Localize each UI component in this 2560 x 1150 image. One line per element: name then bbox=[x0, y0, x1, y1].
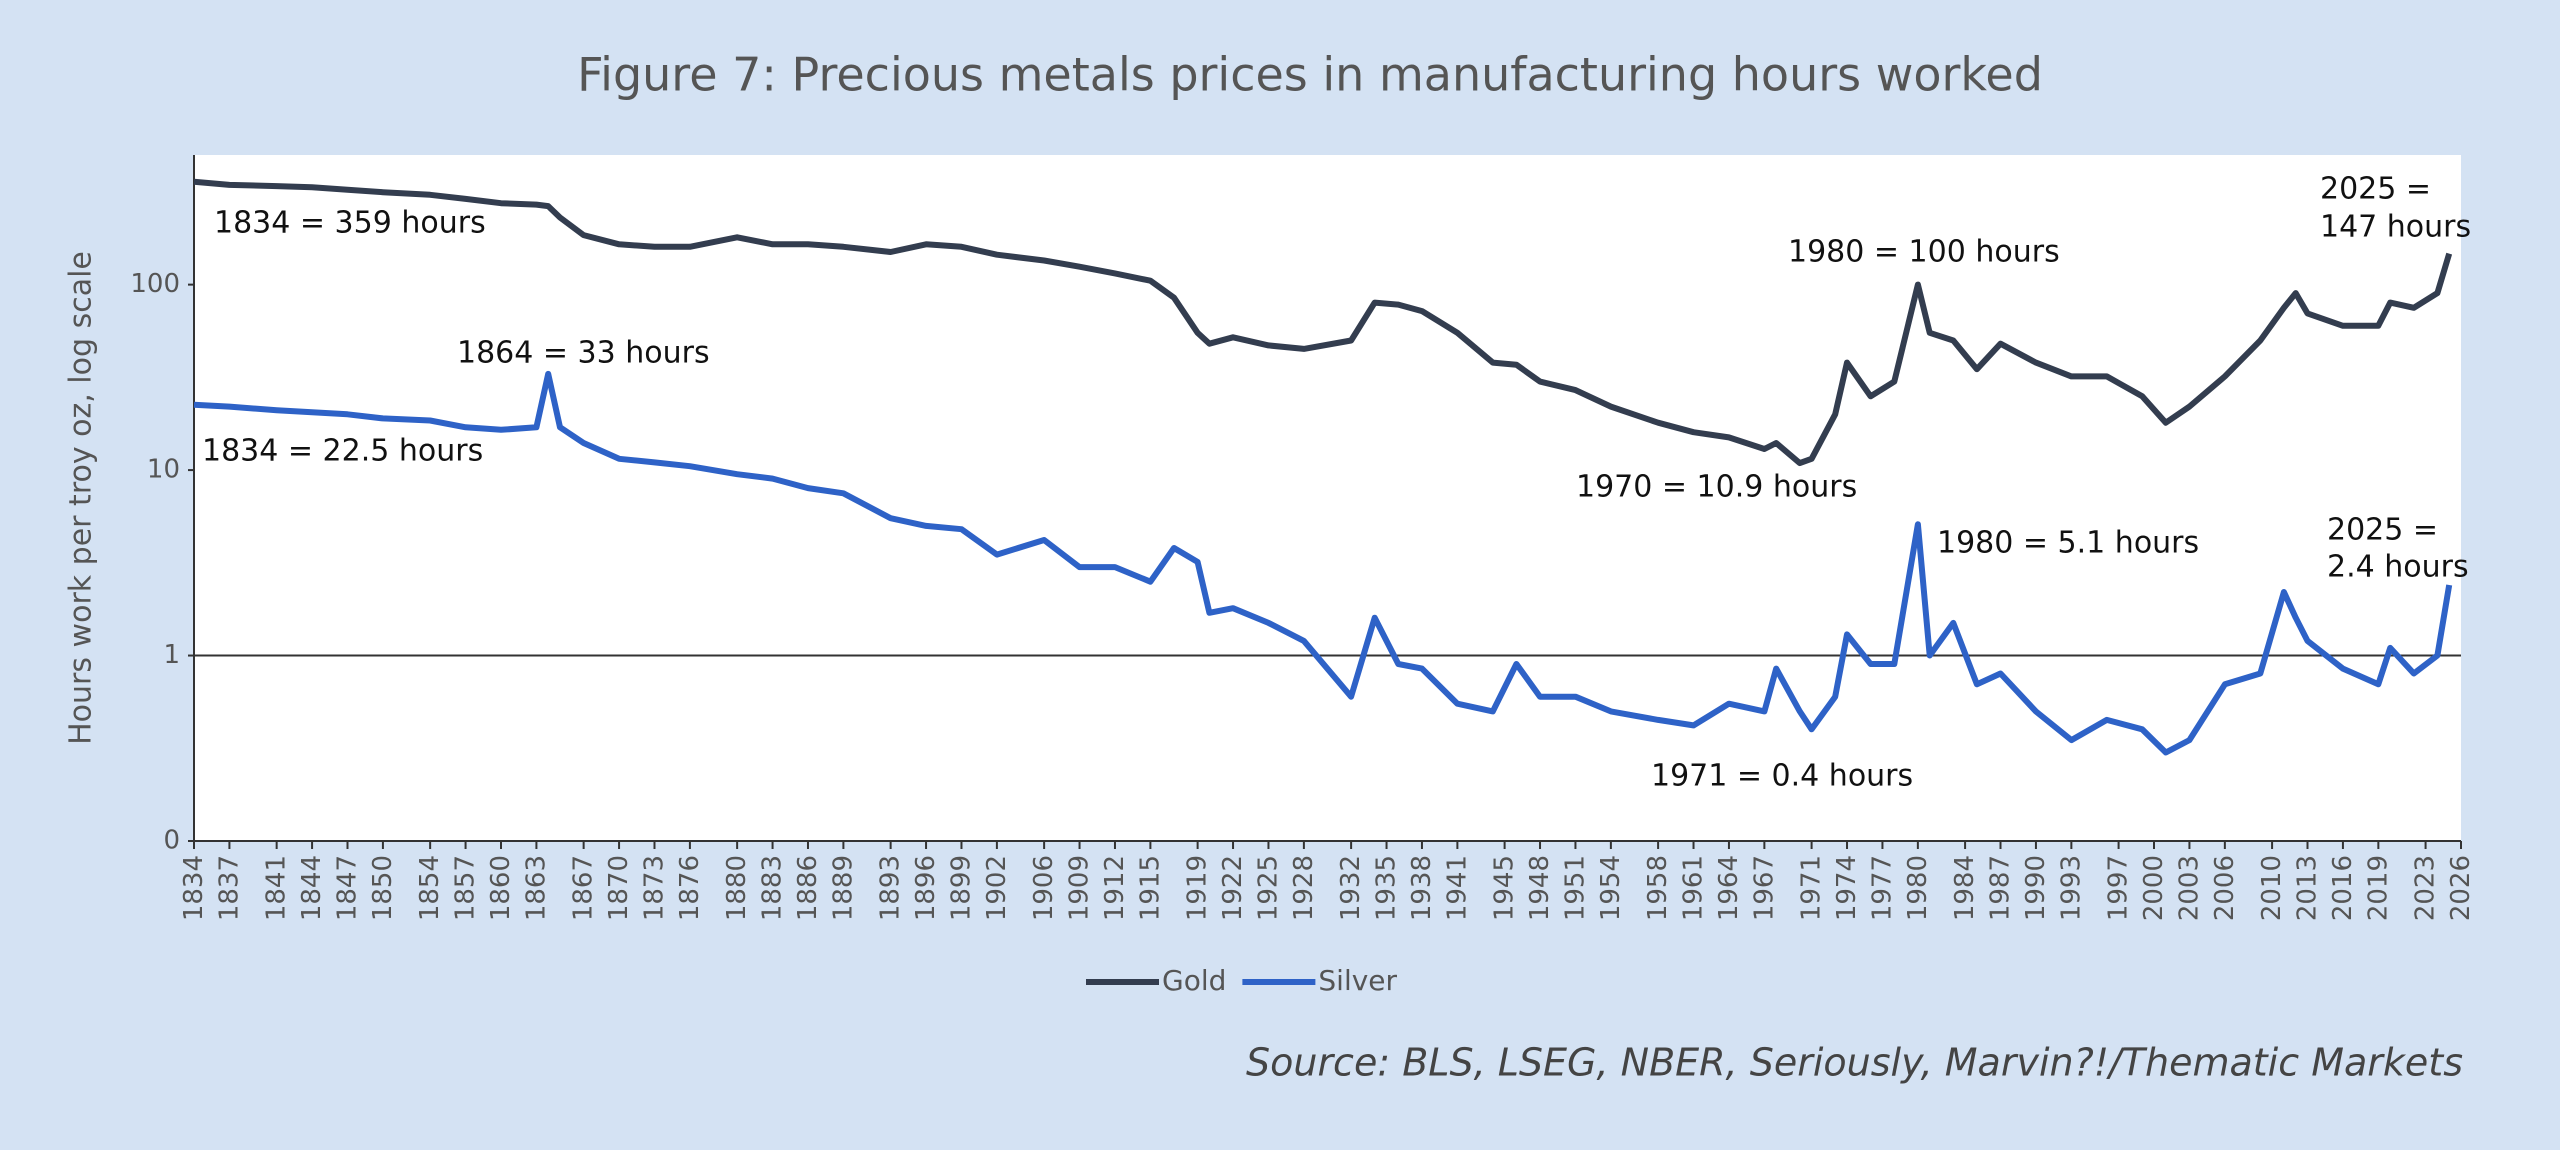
x-tick-label: 1912 bbox=[1100, 855, 1130, 921]
x-tick-label: 1867 bbox=[569, 855, 599, 921]
x-tick-label: 1834 bbox=[179, 855, 209, 921]
x-tick-label: 1837 bbox=[214, 855, 244, 921]
series-line bbox=[193, 178, 2453, 467]
x-tick-label: 1863 bbox=[521, 855, 551, 921]
x-tick-label: 1919 bbox=[1183, 855, 1213, 921]
x-tick-label: 1922 bbox=[1218, 855, 1248, 921]
x-tick-label: 1902 bbox=[982, 855, 1012, 921]
source: Source: BLS, LSEG, NBER, Seriously, Marv… bbox=[1246, 1041, 2463, 1085]
x-tick-label: 1945 bbox=[1490, 855, 1520, 921]
x-tick-label: 1977 bbox=[1867, 855, 1897, 921]
x-tick-label: 1971 bbox=[1797, 855, 1827, 921]
x-tick-label: 1915 bbox=[1135, 855, 1165, 921]
x-tick-label: 1883 bbox=[758, 855, 788, 921]
x-tick-label: 1954 bbox=[1596, 855, 1626, 921]
x-tick-label: 1906 bbox=[1029, 855, 1059, 921]
annotation: 2025 = bbox=[2320, 172, 2431, 207]
annotation: 1970 = 10.9 hours bbox=[1576, 470, 1857, 505]
annotation: 1834 = 22.5 hours bbox=[202, 434, 483, 469]
x-tick-label: 1899 bbox=[946, 855, 976, 921]
y-tick-label: 10 bbox=[147, 455, 180, 485]
y-tick-label: 100 bbox=[130, 269, 180, 299]
x-tick-label: 2003 bbox=[2174, 855, 2204, 921]
annotation: 1980 = 5.1 hours bbox=[1937, 526, 2199, 561]
x-tick-label: 1854 bbox=[415, 855, 445, 921]
x-tick-label: 2006 bbox=[2210, 855, 2240, 921]
x-tick-label: 2019 bbox=[2363, 855, 2393, 921]
x-tick-label: 1961 bbox=[1679, 855, 1709, 921]
x-tick-label: 1909 bbox=[1065, 855, 1095, 921]
x-tick-label: 1948 bbox=[1525, 855, 1555, 921]
x-tick-label: 1997 bbox=[2104, 855, 2134, 921]
x-tick-label: 1925 bbox=[1253, 855, 1283, 921]
x-tick-label: 2010 bbox=[2257, 855, 2287, 921]
x-tick-label: 1896 bbox=[911, 855, 941, 921]
y-tick-label: 1 bbox=[163, 640, 180, 670]
annotation: 1864 = 33 hours bbox=[457, 336, 710, 371]
x-tick-label: 1870 bbox=[604, 855, 634, 921]
y-tick-label: 0 bbox=[163, 826, 180, 856]
x-tick-label: 1987 bbox=[1986, 855, 2016, 921]
x-tick-label: 1990 bbox=[2021, 855, 2051, 921]
x-tick-label: 1928 bbox=[1289, 855, 1319, 921]
x-tick-label: 2013 bbox=[2293, 855, 2323, 921]
x-tick-label: 1844 bbox=[297, 855, 327, 921]
x-tick-label: 1941 bbox=[1442, 855, 1472, 921]
x-tick-label: 1857 bbox=[451, 855, 481, 921]
x-tick-label: 1889 bbox=[828, 855, 858, 921]
x-tick-label: 1850 bbox=[368, 855, 398, 921]
x-tick-label: 1980 bbox=[1903, 855, 1933, 921]
x-tick-label: 2000 bbox=[2139, 855, 2169, 921]
x-tick-label: 1860 bbox=[486, 855, 516, 921]
x-tick-label: 1958 bbox=[1643, 855, 1673, 921]
annotation: 1834 = 359 hours bbox=[214, 206, 486, 241]
x-tick-label: 1841 bbox=[262, 855, 292, 921]
annotation: 147 hours bbox=[2320, 210, 2471, 245]
annotation: 2.4 hours bbox=[2327, 550, 2469, 585]
x-tick-label: 1993 bbox=[2056, 855, 2086, 921]
x-tick-label: 2023 bbox=[2411, 855, 2441, 921]
annotation: 2025 = bbox=[2327, 513, 2438, 548]
y-axis-label: Hours work per troy oz, log scale bbox=[64, 251, 99, 745]
chart-title: Figure 7: Precious metals prices in manu… bbox=[577, 48, 2043, 102]
x-tick-label: 1974 bbox=[1832, 855, 1862, 921]
x-tick-label: 1951 bbox=[1560, 855, 1590, 921]
x-tick-label: 1876 bbox=[675, 855, 705, 921]
x-tick-label: 1886 bbox=[793, 855, 823, 921]
x-tick-label: 1938 bbox=[1407, 855, 1437, 921]
x-tick-label: 1964 bbox=[1714, 855, 1744, 921]
series-line bbox=[193, 370, 2453, 756]
x-tick-label: 2016 bbox=[2328, 855, 2358, 921]
x-tick-label: 1893 bbox=[876, 855, 906, 921]
legend-label: Silver bbox=[1318, 964, 1397, 997]
x-tick-label: 2026 bbox=[2446, 855, 2476, 921]
legend-label: Gold bbox=[1162, 964, 1226, 997]
x-tick-label: 1984 bbox=[1950, 855, 1980, 921]
x-tick-label: 1847 bbox=[332, 855, 362, 921]
plot-area bbox=[194, 155, 2461, 841]
x-tick-label: 1967 bbox=[1749, 855, 1779, 921]
annotation: 1980 = 100 hours bbox=[1788, 235, 2060, 270]
annotation: 1971 = 0.4 hours bbox=[1651, 759, 1913, 794]
x-tick-label: 1880 bbox=[722, 855, 752, 921]
x-tick-label: 1932 bbox=[1336, 855, 1366, 921]
x-tick-label: 1873 bbox=[639, 855, 669, 921]
x-tick-label: 1935 bbox=[1372, 855, 1402, 921]
